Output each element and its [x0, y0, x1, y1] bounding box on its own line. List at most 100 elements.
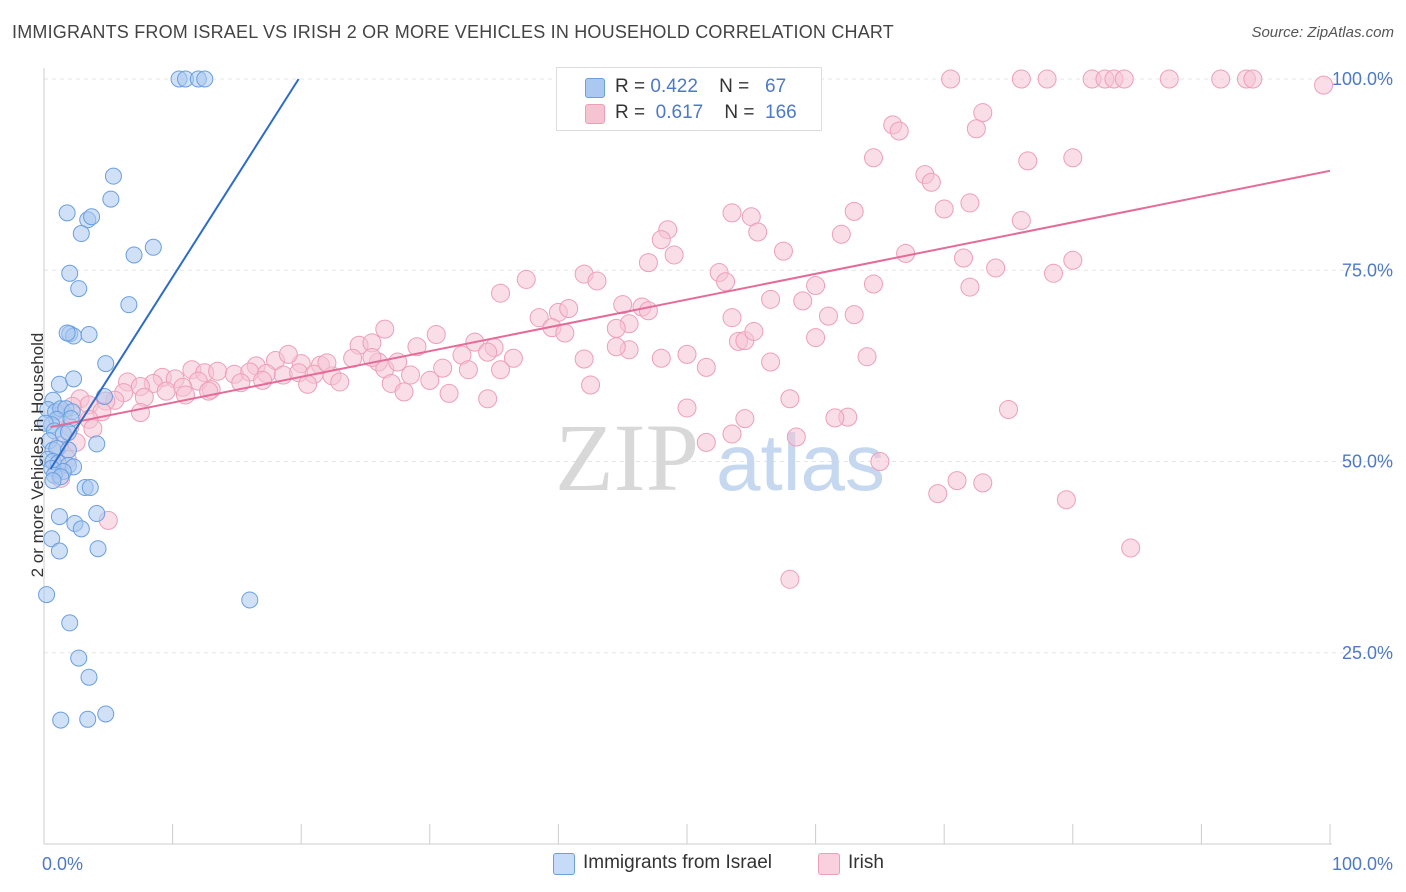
israel-point [38, 586, 56, 604]
irish-point [1011, 69, 1031, 89]
irish-point [130, 403, 150, 423]
irish-point [208, 361, 228, 381]
israel-point [58, 204, 76, 222]
israel-point [89, 540, 107, 558]
irish-point [928, 484, 948, 504]
irish-point [889, 121, 909, 141]
irish-point [1114, 69, 1134, 89]
israel-point [72, 520, 90, 538]
legend-n-label: N = [719, 76, 750, 97]
irish-point [1243, 69, 1263, 89]
israel-point [72, 225, 90, 243]
irish-point [960, 193, 980, 213]
irish-point [394, 382, 414, 402]
y-tick-label: 100.0% [1332, 69, 1393, 89]
israel-point [50, 542, 68, 560]
irish-point [973, 473, 993, 493]
irish-point [761, 289, 781, 309]
israel-point [125, 246, 143, 264]
israel-point [65, 370, 83, 388]
israel-trend-line [49, 78, 300, 470]
legend-r-label: R = [615, 76, 646, 97]
irish-point [773, 241, 793, 261]
x-tick-label: 100.0% [1332, 854, 1393, 874]
irish-point [806, 328, 826, 348]
irish-point [516, 269, 536, 289]
irish-point [786, 427, 806, 447]
irish-point [555, 323, 575, 343]
irish-point [638, 301, 658, 321]
irish-point [503, 348, 523, 368]
irish-point [863, 274, 883, 294]
irish-point [677, 398, 697, 418]
irish-point [716, 272, 736, 292]
irish-point [722, 203, 742, 223]
irish-point [613, 295, 633, 315]
israel-point [52, 711, 70, 729]
israel-point [80, 326, 98, 344]
irish-point [156, 381, 176, 401]
legend-swatch-irish [585, 104, 605, 124]
israel-point [88, 435, 106, 453]
irish-point [1011, 211, 1031, 231]
israel-point [61, 264, 79, 282]
irish-point [587, 271, 607, 291]
israel-point [70, 649, 88, 667]
irish-point [651, 348, 671, 368]
legend-r-label: R = [615, 102, 646, 123]
irish-point [953, 248, 973, 268]
israel-point [120, 296, 138, 314]
irish-point [896, 243, 916, 263]
irish-point [934, 199, 954, 219]
legend-label-israel: Immigrants from Israel [583, 852, 772, 873]
y-tick-label: 75.0% [1342, 260, 1393, 280]
irish-point [1063, 250, 1083, 270]
irish-point [722, 308, 742, 328]
y-axis-label: 2 or more Vehicles in Household [28, 332, 47, 578]
irish-point [458, 360, 478, 380]
israel-point [61, 614, 79, 632]
irish-point [1056, 490, 1076, 510]
irish-point [330, 372, 350, 392]
israel-point [196, 70, 214, 88]
israel-point [44, 472, 62, 490]
irish-point [722, 424, 742, 444]
irish-point [407, 337, 427, 357]
irish-point [863, 148, 883, 168]
legend-swatch-israel [585, 78, 605, 98]
legend-r-value-irish: 0.617 [655, 102, 704, 123]
legend-r-value-israel: 0.422 [650, 76, 698, 97]
irish-point [857, 347, 877, 367]
irish-point [806, 276, 826, 296]
legend-n-value-israel: 67 [765, 76, 787, 97]
chart-title: IMMIGRANTS FROM ISRAEL VS IRISH 2 OR MOR… [12, 22, 894, 42]
irish-point [574, 349, 594, 369]
tick-label-layer: 25.0% 50.0% 75.0% 100.0% 0.0% 100.0% [42, 69, 1393, 874]
irish-point [696, 432, 716, 452]
irish-point [677, 344, 697, 364]
irish-point [696, 357, 716, 377]
irish-point [420, 370, 440, 390]
irish-point [478, 389, 498, 409]
israel-point [79, 710, 97, 728]
israel-point [241, 591, 259, 609]
israel-point [70, 280, 88, 298]
irish-point [1018, 151, 1038, 171]
israel-point [102, 190, 120, 208]
legend-stats: R = 0.422 N = 67 R = 0.617 N = 166 [556, 67, 822, 131]
irish-point [83, 419, 103, 439]
israel-point [50, 508, 68, 526]
israel-point [104, 167, 122, 185]
irish-point [1044, 263, 1064, 283]
irish-point [986, 258, 1006, 278]
israel-point [88, 505, 106, 523]
irish-point [960, 277, 980, 297]
irish-point [966, 119, 986, 139]
irish-point [1314, 75, 1334, 95]
irish-point [780, 569, 800, 589]
irish-point [439, 383, 459, 403]
israel-point [43, 530, 61, 548]
irish-point [1037, 69, 1057, 89]
source-text: Source: ZipAtlas.com [1251, 24, 1394, 41]
irish-point [559, 299, 579, 318]
